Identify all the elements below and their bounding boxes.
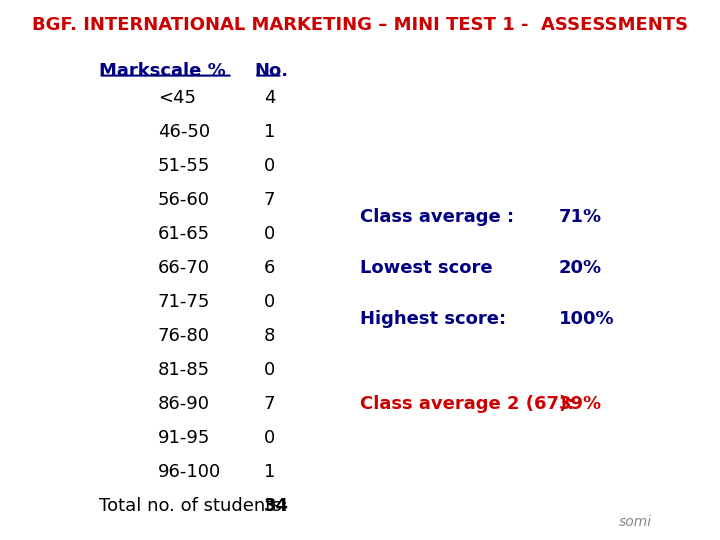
Text: 61-65: 61-65 <box>158 225 210 243</box>
Text: 86-90: 86-90 <box>158 395 210 413</box>
Text: Highest score:: Highest score: <box>360 310 506 328</box>
Text: somi: somi <box>619 515 652 529</box>
Text: 71-75: 71-75 <box>158 293 210 311</box>
Text: 6: 6 <box>264 259 275 277</box>
Text: Total no. of students:: Total no. of students: <box>99 497 287 515</box>
Text: 1: 1 <box>264 463 275 481</box>
Text: BGF. INTERNATIONAL MARKETING – MINI TEST 1 -  ASSESSMENTS: BGF. INTERNATIONAL MARKETING – MINI TEST… <box>32 16 688 34</box>
Text: 39%: 39% <box>559 395 602 413</box>
Text: 46-50: 46-50 <box>158 123 210 141</box>
Text: 76-80: 76-80 <box>158 327 210 345</box>
Text: 0: 0 <box>264 293 275 311</box>
Text: 20%: 20% <box>559 259 602 277</box>
Text: 34: 34 <box>264 497 289 515</box>
Text: <45: <45 <box>158 89 196 107</box>
Text: 7: 7 <box>264 395 275 413</box>
Text: 0: 0 <box>264 361 275 379</box>
Text: 0: 0 <box>264 429 275 447</box>
Text: Class average :: Class average : <box>360 208 514 226</box>
Text: 0: 0 <box>264 225 275 243</box>
Text: 1: 1 <box>264 123 275 141</box>
Text: 56-60: 56-60 <box>158 191 210 209</box>
Text: 71%: 71% <box>559 208 602 226</box>
Text: 51-55: 51-55 <box>158 157 210 175</box>
Text: Lowest score: Lowest score <box>360 259 492 277</box>
Text: 91-95: 91-95 <box>158 429 210 447</box>
Text: 66-70: 66-70 <box>158 259 210 277</box>
Text: 81-85: 81-85 <box>158 361 210 379</box>
Text: 0: 0 <box>264 157 275 175</box>
Text: Class average 2 (67):: Class average 2 (67): <box>360 395 575 413</box>
Text: No.: No. <box>254 62 289 80</box>
Text: 4: 4 <box>264 89 275 107</box>
Text: 96-100: 96-100 <box>158 463 221 481</box>
Text: 8: 8 <box>264 327 275 345</box>
Text: 7: 7 <box>264 191 275 209</box>
Text: Markscale %: Markscale % <box>99 62 225 80</box>
Text: 100%: 100% <box>559 310 615 328</box>
